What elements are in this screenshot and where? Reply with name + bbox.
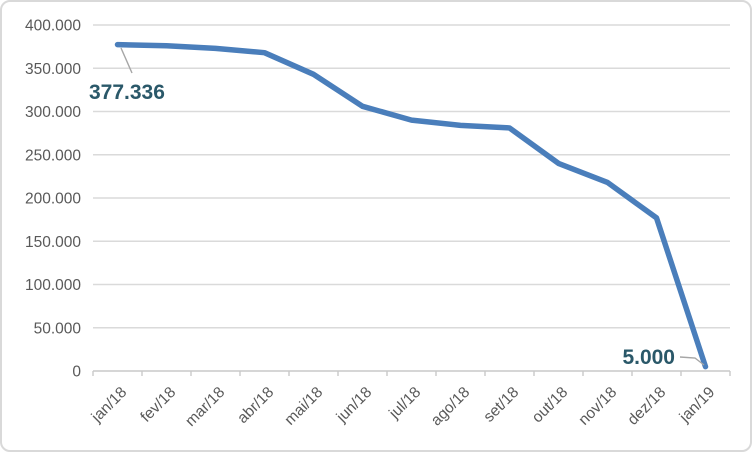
x-axis-category-label: abr/18 — [234, 384, 277, 427]
x-axis-category-label: fev/18 — [137, 384, 179, 426]
x-axis-category-label: jul/18 — [385, 384, 424, 423]
data-series-line — [114, 41, 709, 370]
x-axis-category-label: dez/18 — [624, 384, 669, 429]
data-label: 5.000 — [622, 346, 675, 369]
y-axis-tick-label: 100.000 — [25, 277, 81, 294]
y-axis-tick-label: 350.000 — [25, 61, 81, 78]
y-axis-tick-label: 0 — [72, 364, 81, 381]
x-axis-category-label: out/18 — [529, 384, 572, 427]
data-label-leader-line — [120, 47, 133, 74]
y-axis-tick-label: 400.000 — [25, 18, 81, 35]
x-axis-category-label: set/18 — [480, 384, 522, 426]
y-axis-tick-label: 50.000 — [34, 320, 82, 337]
x-axis-category-label: jun/18 — [333, 384, 376, 427]
data-label-leader-line — [679, 356, 705, 366]
y-axis-tick-label: 300.000 — [25, 104, 81, 121]
x-axis-category-label: jan/19 — [676, 384, 719, 427]
x-axis-category-label: jan/18 — [88, 384, 131, 427]
x-axis-category-label: ago/18 — [428, 384, 474, 430]
y-axis-tick-label: 150.000 — [25, 234, 81, 251]
y-axis-tick-label: 250.000 — [25, 147, 81, 164]
x-axis-category-label: mai/18 — [281, 384, 326, 429]
x-axis-category-label: nov/18 — [575, 384, 620, 429]
x-axis-category-label: mar/18 — [182, 384, 228, 430]
y-axis-tick-label: 200.000 — [25, 191, 81, 208]
data-label: 377.336 — [89, 81, 165, 104]
